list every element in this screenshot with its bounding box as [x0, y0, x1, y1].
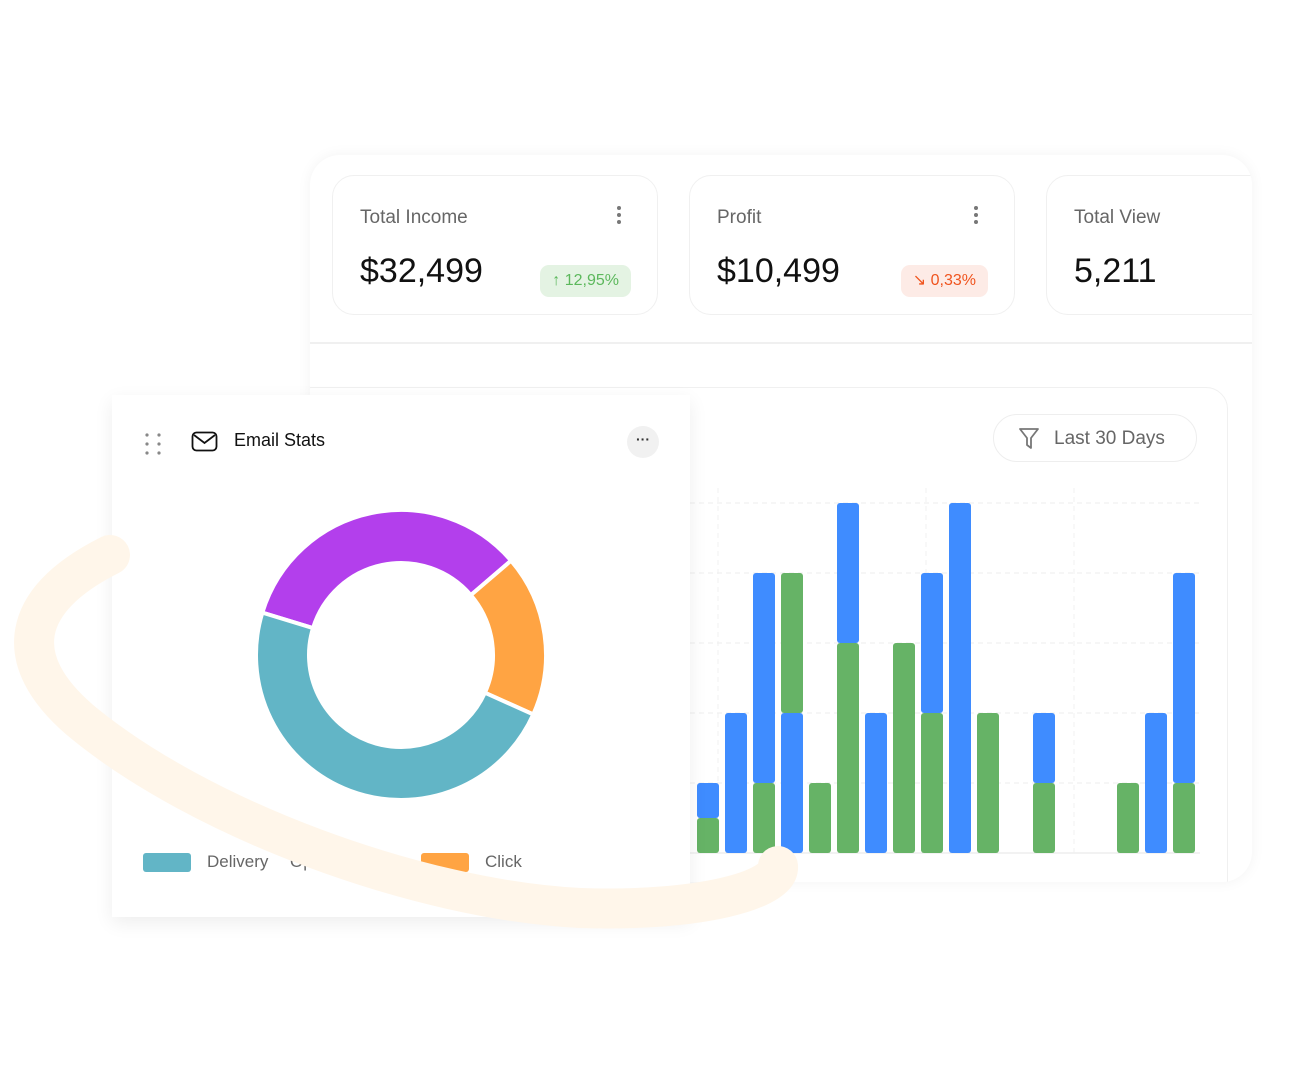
stat-card-profit: Profit $10,499 ↘ 0,33% [689, 175, 1015, 315]
chart-panel [310, 387, 1228, 882]
date-filter-button[interactable]: Last 30 Days [993, 414, 1197, 462]
donut-chart [254, 508, 548, 802]
bar-segment-blue [753, 573, 775, 783]
bar-segment-blue [1033, 713, 1055, 783]
bar-segment-blue [837, 503, 859, 643]
bar-segment-green [893, 643, 915, 853]
kebab-menu-icon[interactable] [974, 206, 978, 227]
bar-segment-blue [781, 713, 803, 853]
kebab-menu-icon[interactable] [617, 206, 621, 227]
legend-swatch [421, 853, 469, 873]
mail-icon [191, 431, 218, 452]
bar-segment-blue [1173, 573, 1195, 783]
card-title: Email Stats [234, 430, 326, 450]
filter-icon [1019, 428, 1039, 449]
bar-segment-green [753, 783, 775, 853]
legend-swatch [143, 853, 191, 873]
legend-click: Click [421, 852, 522, 873]
bar-segment-green [837, 643, 859, 853]
bar-segment-green [921, 713, 943, 853]
bar-segment-green [1173, 783, 1195, 853]
bar-segment-blue [725, 713, 747, 853]
donut-slice-opened [259, 508, 514, 631]
stat-card-total-income: Total Income $32,499 ↑ 12,95% [332, 175, 658, 315]
stat-label: Total Income [360, 207, 468, 228]
bar-segment-green [697, 818, 719, 853]
donut-slice-click [468, 557, 548, 718]
drag-handle-icon[interactable] [144, 432, 164, 458]
stat-label: Total View [1074, 207, 1161, 228]
stat-card-total-view: Total View 5,211 [1046, 175, 1252, 315]
stat-label: Profit [717, 207, 762, 228]
change-badge: ↘ 0,33% [900, 265, 988, 297]
bar-segment-blue [865, 713, 887, 853]
bar-segment-green [1033, 783, 1055, 853]
stat-value: 5,211 [1074, 252, 1157, 290]
change-badge: ↑ 12,95% [540, 265, 631, 297]
bar-segment-green [809, 783, 831, 853]
bar-segment-blue [921, 573, 943, 713]
filter-label: Last 30 Days [1054, 428, 1165, 449]
change-value: 0,33% [930, 272, 976, 289]
legend-delivery: Delivery [143, 852, 269, 873]
legend-label: Delivery [207, 852, 269, 871]
trend-down-icon: ↘ [912, 272, 931, 289]
bar-segment-green [781, 573, 803, 713]
bar-segment-blue [949, 503, 971, 853]
more-options-button[interactable]: ··· [627, 426, 659, 458]
bar-segment-blue [697, 783, 719, 818]
legend-label: Opened [290, 852, 351, 871]
legend-opened: Opened [290, 852, 351, 872]
bar-segment-green [977, 713, 999, 853]
bar-segment-blue [1145, 713, 1167, 853]
email-stats-card: Email Stats ··· Delivery Opened Click [112, 395, 690, 917]
change-value: 12,95% [564, 272, 619, 289]
stat-value: $10,499 [717, 252, 840, 290]
divider [310, 342, 1252, 344]
bar-segment-green [1117, 783, 1139, 853]
stat-value: $32,499 [360, 252, 483, 290]
arrow-up-icon: ↑ [552, 272, 565, 289]
legend-label: Click [485, 852, 522, 871]
